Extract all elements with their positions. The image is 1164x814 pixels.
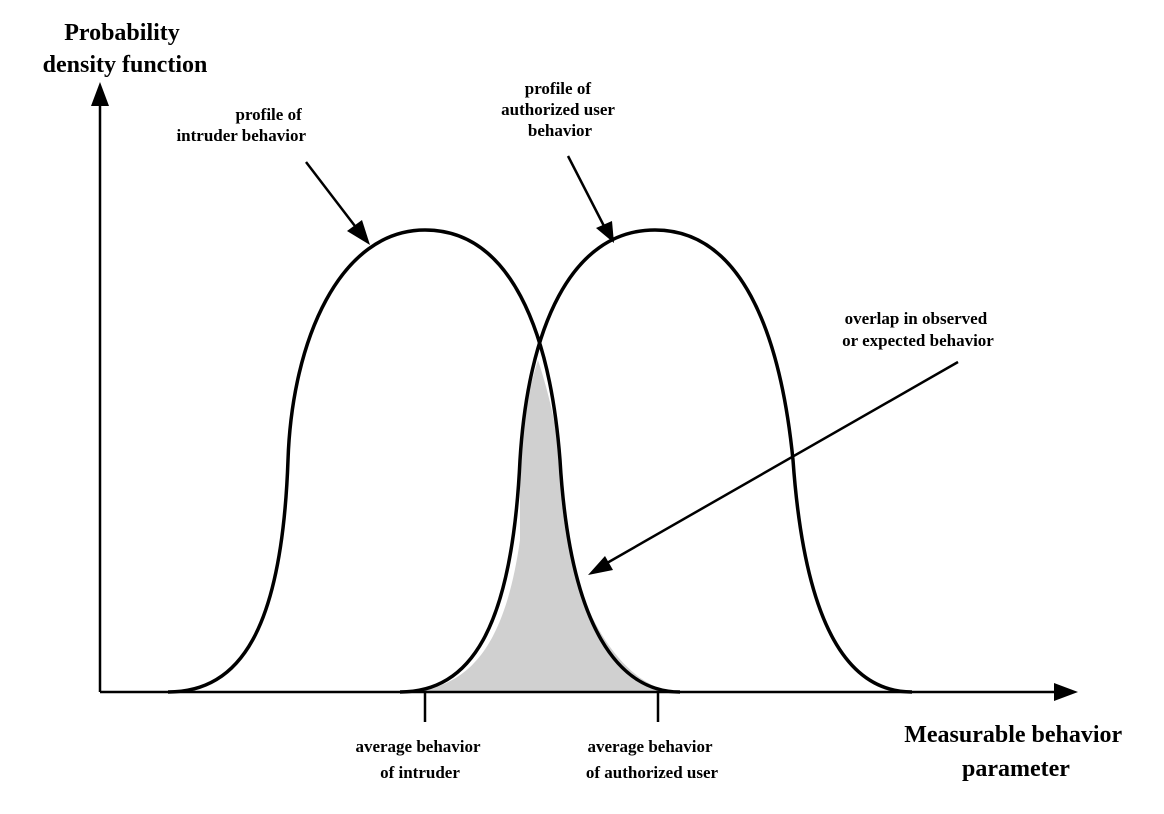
y-axis-label-line-1: Probability	[64, 20, 180, 46]
intruder-profile-arrow	[305, 161, 359, 231]
overlap-label-line-1: overlap in observed	[845, 309, 988, 328]
authorized-profile-curve	[399, 228, 913, 694]
x-axis-label-line-1: Measurable behavior	[904, 722, 1122, 748]
authorized-average-label-line-2: of authorized user	[586, 763, 719, 782]
y-axis-label: Probability density function	[43, 20, 208, 78]
x-axis-arrowhead	[1054, 683, 1078, 701]
x-axis-label: Measurable behavior parameter	[904, 722, 1128, 782]
intruder-profile-label-line-2: intruder behavior	[176, 126, 306, 145]
x-axis-label-line-2: parameter	[962, 756, 1070, 782]
authorized-average-label-line-1: average behavior	[587, 737, 713, 756]
intruder-average-label-line-1: average behavior	[355, 737, 481, 756]
authorized-profile-arrow	[566, 155, 607, 229]
authorized-profile-label-line-2: authorized user	[501, 100, 615, 119]
overlap-region	[400, 360, 680, 692]
authorized-profile-arrowhead	[596, 221, 614, 243]
overlap-arrow	[599, 360, 959, 569]
overlap-arrowhead	[588, 556, 613, 575]
intruder-profile-label: profile of intruder behavior	[176, 105, 306, 145]
authorized-average-label: average behavior of authorized user	[586, 737, 719, 782]
authorized-profile-label-line-3: behavior	[528, 121, 593, 140]
intruder-profile-curve	[167, 228, 681, 694]
intruder-profile-label-line-1: profile of	[235, 105, 302, 124]
intruder-average-label-line-2: of intruder	[380, 763, 460, 782]
overlap-label: overlap in observed or expected behavior	[842, 309, 994, 350]
authorized-profile-label: profile of authorized user behavior	[501, 79, 619, 140]
intruder-profile-arrowhead	[347, 220, 370, 245]
intruder-average-label: average behavior of intruder	[355, 737, 484, 782]
y-axis-arrowhead	[91, 82, 109, 106]
overlap-label-line-2: or expected behavior	[842, 331, 994, 350]
y-axis-label-line-2: density function	[43, 52, 208, 78]
authorized-profile-label-line-1: profile of	[525, 79, 592, 98]
